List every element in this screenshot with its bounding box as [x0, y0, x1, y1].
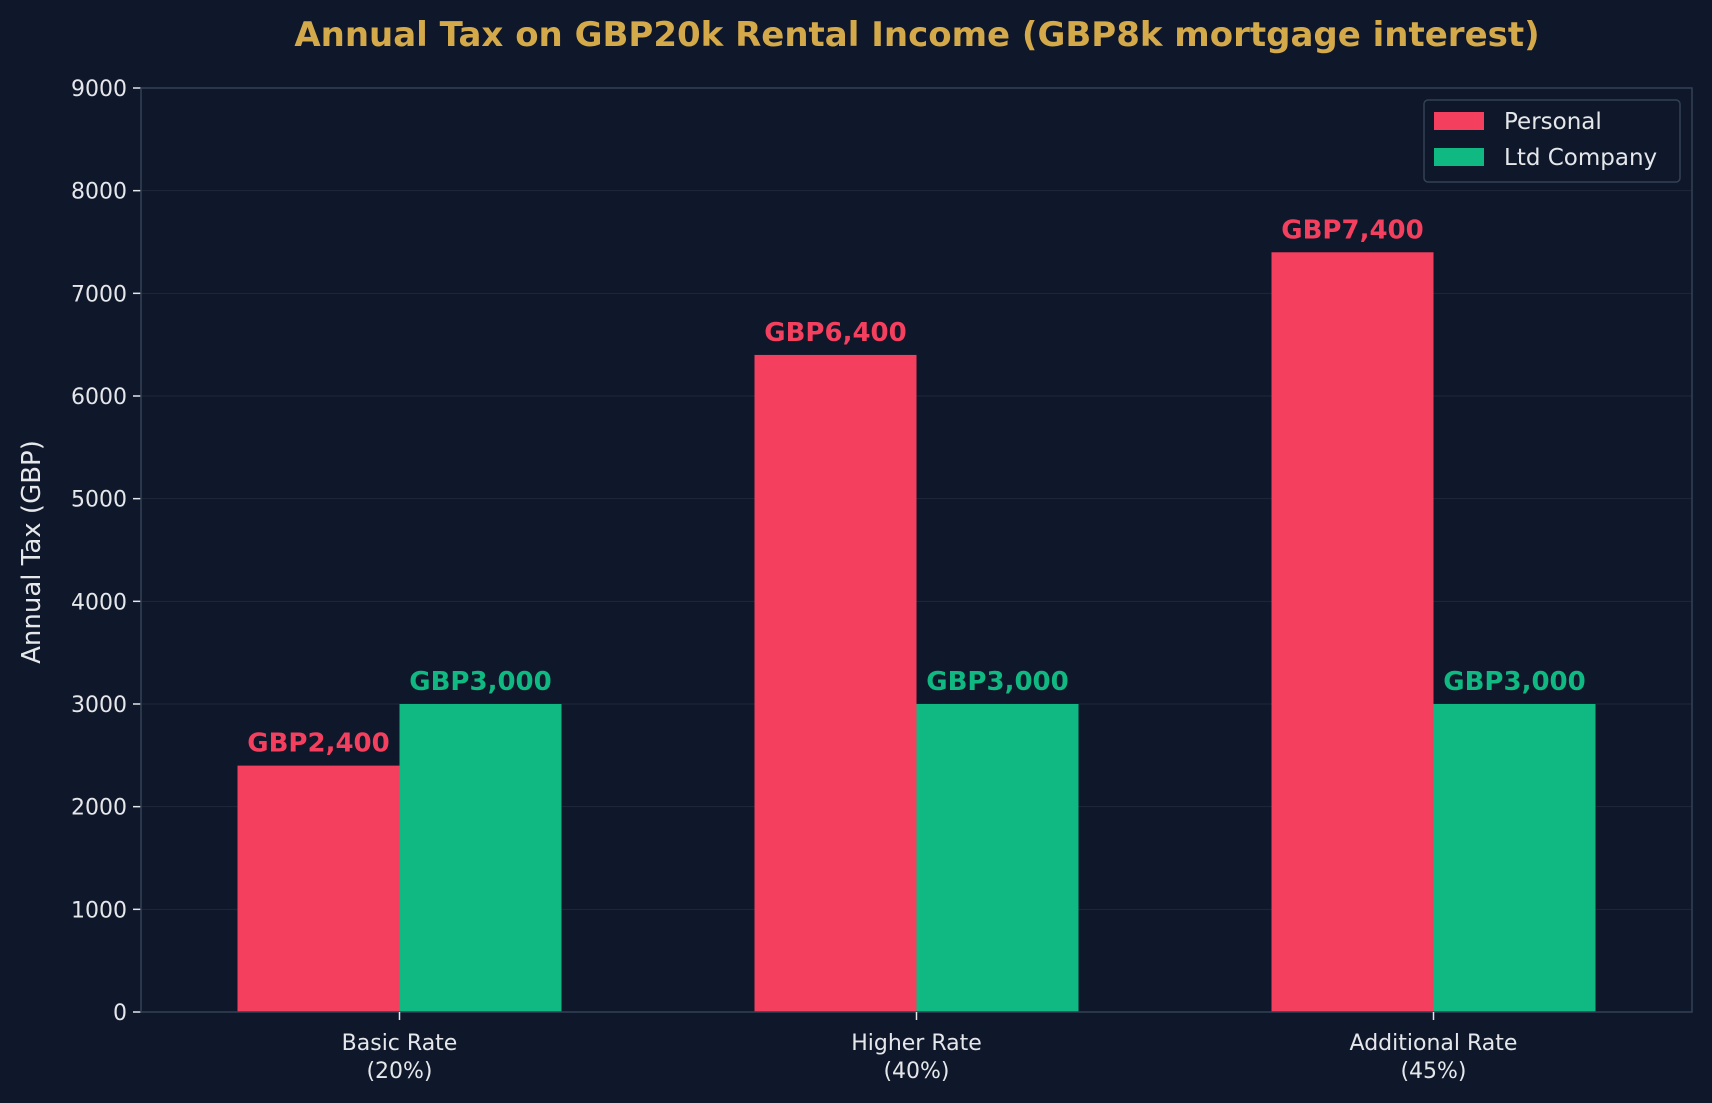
legend-swatch [1434, 148, 1484, 166]
x-tick-label-line: Basic Rate [342, 1031, 458, 1056]
bar-value-label: GBP2,400 [247, 729, 389, 759]
x-tick-label-line: (40%) [883, 1059, 949, 1084]
bar-value-label: GBP3,000 [409, 667, 551, 697]
bar-labels: GBP2,400 GBP3,000 GBP6,400 GBP3,000 GBP7,400… [247, 215, 1585, 758]
x-tick-label-line: Additional Rate [1350, 1031, 1518, 1056]
x-tick-label-line: Higher Rate [851, 1031, 982, 1056]
legend-label: Personal [1504, 109, 1602, 135]
y-axis-label: Annual Tax (GBP) [17, 440, 47, 664]
x-tick-label-line: (20%) [366, 1059, 432, 1084]
y-tick-label: 2000 [71, 796, 127, 821]
bar-ltd-company [399, 704, 562, 1012]
y-tick-label: 3000 [71, 693, 127, 718]
y-tick-label: 5000 [71, 488, 127, 513]
chart-title: Annual Tax on GBP20k Rental Income (GBP8… [294, 15, 1539, 55]
axes: 0 1000 2000 3000 4000 5000 6000 7000 8000 9000 Bas… [71, 77, 1693, 1084]
bar-value-label: GBP7,400 [1281, 215, 1423, 245]
bars [237, 252, 1596, 1012]
legend-swatch [1434, 112, 1484, 130]
legend-box [1423, 99, 1681, 183]
bar-ltd-company [916, 704, 1079, 1012]
y-tick-label: 7000 [71, 282, 127, 307]
x-tick-label: Higher Rate (40%) [851, 1031, 982, 1084]
y-tick-label: 6000 [71, 385, 127, 410]
bar-value-label: GBP3,000 [1443, 667, 1585, 697]
y-tick-label: 0 [113, 1001, 127, 1026]
bar-personal [754, 354, 917, 1012]
bar-personal [1271, 252, 1434, 1012]
x-tick-label: Basic Rate (20%) [342, 1031, 458, 1084]
bar-value-label: GBP6,400 [764, 318, 906, 348]
legend: Personal Ltd Company [1423, 99, 1681, 183]
y-tick-label: 9000 [71, 77, 127, 102]
legend-label: Ltd Company [1504, 145, 1657, 171]
y-tick-label: 4000 [71, 590, 127, 615]
bar-personal [237, 765, 400, 1012]
bar-value-label: GBP3,000 [926, 667, 1068, 697]
bar-ltd-company [1433, 704, 1596, 1012]
x-tick-label-line: (45%) [1400, 1059, 1466, 1084]
y-tick-label: 8000 [71, 180, 127, 205]
x-tick-label: Additional Rate (45%) [1350, 1031, 1518, 1084]
y-tick-label: 1000 [71, 898, 127, 923]
